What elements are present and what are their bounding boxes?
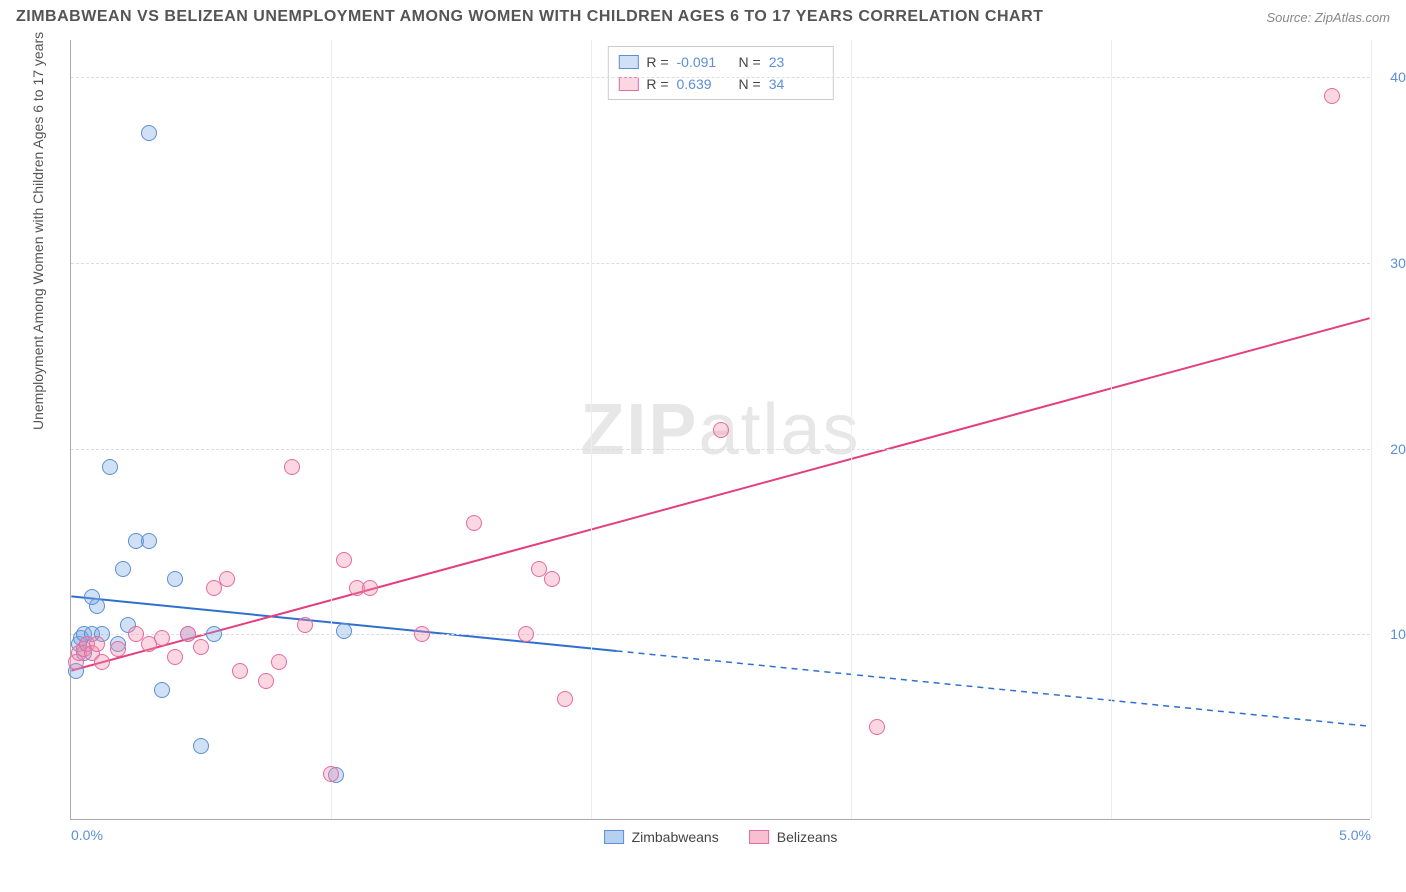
scatter-point: [557, 691, 573, 707]
legend-swatch: [604, 830, 624, 844]
scatter-point: [193, 639, 209, 655]
scatter-point: [232, 663, 248, 679]
watermark-bold: ZIP: [580, 390, 698, 470]
legend-series-item: Belizeans: [749, 829, 838, 845]
scatter-point: [94, 654, 110, 670]
legend-r-value: -0.091: [677, 51, 731, 73]
x-tick-label: 5.0%: [1339, 827, 1371, 843]
scatter-point: [141, 533, 157, 549]
gridline-h: [71, 263, 1370, 264]
legend-series-item: Zimbabweans: [604, 829, 719, 845]
scatter-point: [271, 654, 287, 670]
scatter-point: [258, 673, 274, 689]
source-label: Source: ZipAtlas.com: [1266, 10, 1390, 25]
scatter-point: [518, 626, 534, 642]
scatter-point: [154, 630, 170, 646]
legend-r-label: R =: [646, 51, 668, 73]
legend-swatch: [618, 55, 638, 69]
x-tick-label: 0.0%: [71, 827, 103, 843]
legend-swatch: [749, 830, 769, 844]
y-tick-label: 30.0%: [1390, 255, 1406, 271]
y-tick-label: 40.0%: [1390, 69, 1406, 85]
scatter-point: [180, 626, 196, 642]
gridline-h: [71, 449, 1370, 450]
scatter-point: [336, 623, 352, 639]
legend-correlation-row: R = -0.091 N = 23: [618, 51, 822, 73]
y-tick-label: 20.0%: [1390, 441, 1406, 457]
legend-series: Zimbabweans Belizeans: [604, 829, 838, 845]
scatter-point: [362, 580, 378, 596]
scatter-point: [544, 571, 560, 587]
scatter-point: [1324, 88, 1340, 104]
legend-correlation: R =-0.091N =23R =0.639N =34: [607, 46, 833, 100]
scatter-point: [219, 571, 235, 587]
legend-n-value: 23: [769, 51, 823, 73]
title-bar: ZIMBABWEAN VS BELIZEAN UNEMPLOYMENT AMON…: [16, 8, 1390, 26]
scatter-point: [167, 571, 183, 587]
gridline-v: [591, 40, 592, 819]
scatter-point: [84, 589, 100, 605]
scatter-point: [297, 617, 313, 633]
gridline-h: [71, 634, 1370, 635]
gridline-v: [851, 40, 852, 819]
scatter-point: [323, 766, 339, 782]
y-tick-label: 10.0%: [1390, 626, 1406, 642]
scatter-point: [414, 626, 430, 642]
scatter-point: [154, 682, 170, 698]
legend-series-label: Belizeans: [777, 829, 838, 845]
scatter-point: [336, 552, 352, 568]
scatter-point: [206, 626, 222, 642]
scatter-point: [713, 422, 729, 438]
scatter-point: [89, 636, 105, 652]
gridline-h: [71, 77, 1370, 78]
legend-n-label: N =: [739, 51, 761, 73]
scatter-point: [110, 641, 126, 657]
scatter-point: [193, 738, 209, 754]
scatter-point: [141, 125, 157, 141]
scatter-point: [284, 459, 300, 475]
legend-swatch: [618, 77, 638, 91]
plot-area: ZIPatlas R =-0.091N =23R =0.639N =34 Zim…: [70, 40, 1370, 820]
gridline-v: [331, 40, 332, 819]
scatter-point: [115, 561, 131, 577]
scatter-point: [466, 515, 482, 531]
chart-title: ZIMBABWEAN VS BELIZEAN UNEMPLOYMENT AMON…: [16, 8, 1043, 26]
scatter-point: [869, 719, 885, 735]
scatter-point: [102, 459, 118, 475]
gridline-v: [1111, 40, 1112, 819]
legend-series-label: Zimbabweans: [632, 829, 719, 845]
y-axis-label: Unemployment Among Women with Children A…: [30, 32, 46, 430]
gridline-v: [1371, 40, 1372, 819]
scatter-point: [167, 649, 183, 665]
